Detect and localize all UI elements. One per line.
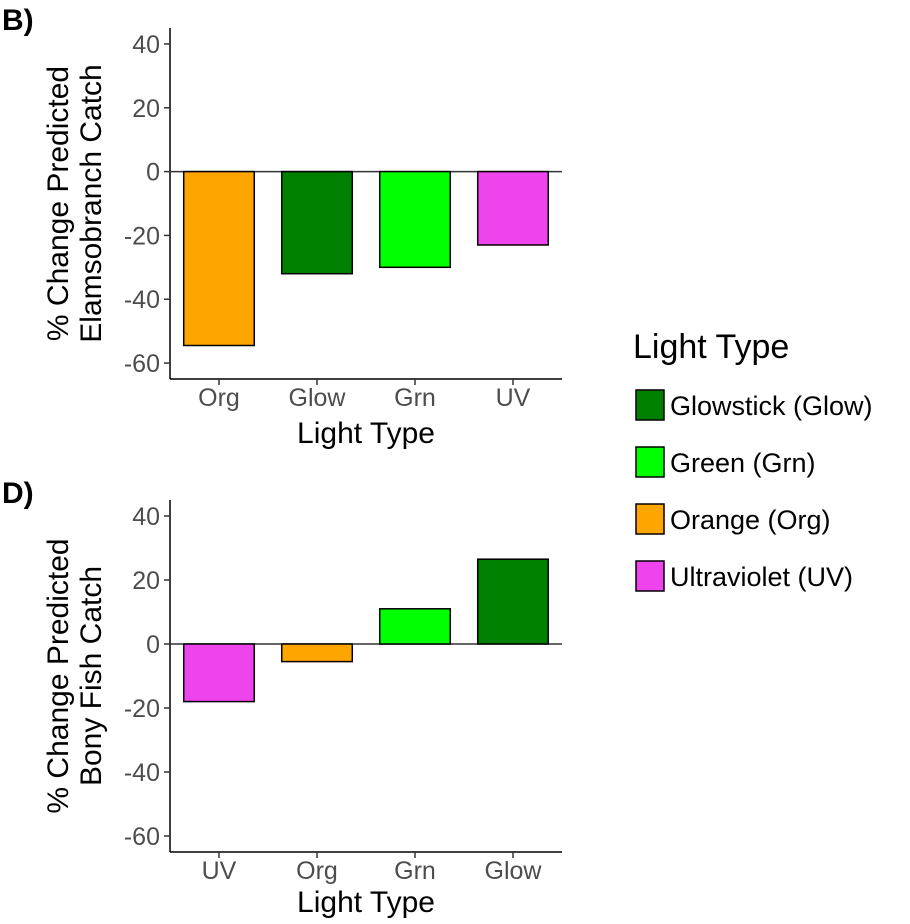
bar-glow [476, 558, 550, 645]
x-tick-label: Glow [289, 384, 347, 412]
x-axis-title: Light Type [297, 886, 435, 919]
bar-glow [280, 170, 354, 275]
panel-b-label: B) [2, 4, 34, 37]
y-tick-label: -60 [124, 350, 160, 378]
legend: Light Type Glowstick (Glow) Green (Grn) Or… [633, 328, 873, 592]
y-axis-title-line1: % Change Predicted [42, 66, 75, 341]
legend-title: Light Type [633, 328, 789, 366]
bar-grn [378, 608, 452, 645]
legend-item-label: Green (Grn) [670, 448, 816, 478]
y-tick-label: 40 [132, 31, 160, 59]
y-axis-title: % Change PredictedElamsobranch Catch [42, 64, 108, 342]
x-axis-title: Light Type [297, 417, 435, 450]
y-tick-label: 0 [146, 631, 160, 659]
x-tick-label: UV [202, 857, 237, 885]
y-tick-label: 40 [132, 503, 160, 531]
legend-item-label: Ultraviolet (UV) [670, 562, 853, 592]
y-axis-title-line2: Elamsobranch Catch [75, 64, 108, 342]
x-tick-label: Glow [485, 857, 543, 885]
y-tick-label: 0 [146, 159, 160, 187]
y-tick-label: 20 [132, 95, 160, 123]
y-axis-title-line1: % Change Predicted [42, 538, 75, 813]
bony-fish-chart: -60 -40 -20 0 20 40 UV Org Grn Glow Light Type % Ch… [42, 500, 562, 919]
legend-swatch-org [635, 503, 665, 535]
legend-swatch-grn [635, 446, 665, 478]
y-tick-label: -60 [124, 823, 160, 851]
x-tick-label: Grn [394, 384, 436, 412]
bar-grn [378, 170, 452, 269]
legend-swatch-glow [635, 389, 665, 421]
x-tick-label: UV [496, 384, 531, 412]
x-tick-label: Grn [394, 857, 436, 885]
elasmobranch-chart: -60 -40 -20 0 20 40 Org Glow Grn UV Light Type % Ch… [42, 28, 562, 450]
bar-org [280, 643, 354, 663]
legend-item-label: Orange (Org) [670, 505, 831, 535]
legend-item-label: Glowstick (Glow) [670, 391, 873, 421]
y-tick-label: -40 [124, 286, 160, 314]
x-tick-label: Org [296, 857, 338, 885]
x-tick-label: Org [198, 384, 240, 412]
y-axis-title: % Change PredictedBony Fish Catch [42, 538, 108, 813]
bar-uv [182, 643, 256, 703]
y-axis-title-line2: Bony Fish Catch [75, 566, 108, 786]
y-tick-label: -20 [124, 695, 160, 723]
panel-d-label: D) [2, 477, 34, 510]
bar-org [182, 170, 256, 347]
bar-uv [476, 170, 550, 246]
y-tick-label: -40 [124, 759, 160, 787]
y-tick-label: -20 [124, 222, 160, 250]
y-tick-label: 20 [132, 567, 160, 595]
legend-swatch-uv [635, 560, 665, 592]
